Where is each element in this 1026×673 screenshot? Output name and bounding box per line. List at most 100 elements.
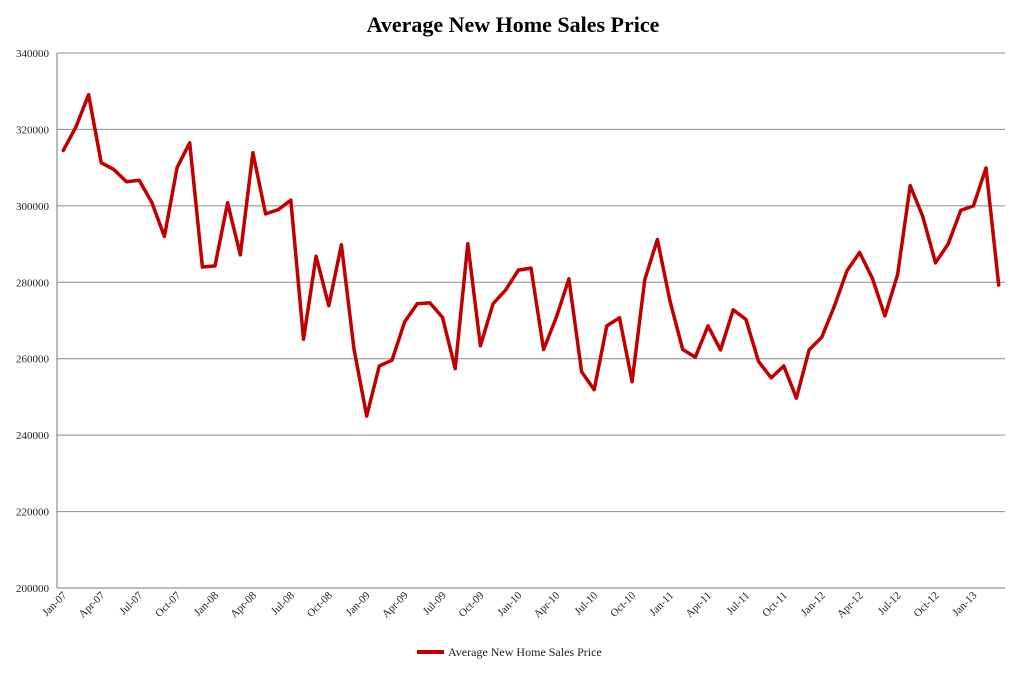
x-tick-label: Oct-08: [305, 589, 335, 619]
data-point: [807, 348, 811, 352]
data-point: [946, 242, 950, 246]
data-point: [782, 364, 786, 368]
data-point: [668, 299, 672, 303]
data-point: [226, 201, 230, 205]
data-point: [264, 212, 268, 216]
x-tick-label: Jan-08: [192, 589, 222, 619]
legend-label: Average New Home Sales Price: [448, 645, 602, 659]
y-tick-label: 260000: [16, 354, 50, 366]
data-point: [858, 250, 862, 255]
x-tick-label: Apr-09: [380, 589, 411, 620]
data-point: [896, 273, 900, 277]
data-point: [428, 301, 432, 305]
data-point: [820, 335, 824, 339]
data-point: [112, 168, 116, 172]
data-point: [504, 288, 508, 292]
x-tick-label: Oct-09: [456, 589, 486, 619]
data-point: [352, 347, 356, 351]
data-point: [403, 320, 407, 324]
x-tick-label: Oct-10: [608, 589, 638, 619]
y-tick-label: 220000: [16, 507, 50, 519]
data-point: [61, 148, 65, 152]
data-point: [933, 261, 938, 265]
data-point: [251, 151, 255, 155]
data-point: [365, 414, 369, 418]
data-point: [883, 314, 887, 318]
data-point: [756, 359, 761, 363]
data-point: [238, 253, 242, 257]
data-point: [605, 324, 609, 328]
data-point: [390, 358, 394, 362]
data-point: [997, 283, 1001, 287]
y-axis-ticks: 200000 220000 240000 260000 280000 300000 3200…: [16, 48, 50, 595]
data-point: [466, 242, 470, 246]
series-line: [61, 92, 1001, 418]
data-point: [832, 304, 837, 308]
x-tick-label: Jul-09: [421, 589, 449, 617]
data-point: [845, 269, 849, 273]
data-point: [74, 125, 78, 129]
data-point: [719, 348, 723, 352]
data-point: [529, 266, 533, 270]
x-tick-label: Jul-08: [269, 589, 297, 617]
x-tick-label: Jul-12: [876, 590, 904, 618]
data-point: [731, 308, 735, 312]
data-point: [415, 302, 419, 306]
data-point: [617, 316, 622, 320]
data-point: [984, 166, 988, 170]
data-point: [200, 265, 204, 269]
data-point: [643, 278, 647, 282]
data-point: [339, 243, 343, 247]
data-point: [706, 324, 710, 328]
data-point: [289, 198, 293, 202]
y-tick-label: 300000: [16, 201, 50, 213]
data-point: [175, 166, 179, 170]
data-point: [516, 268, 521, 272]
data-point: [327, 304, 331, 308]
data-point: [478, 344, 482, 348]
data-point: [959, 208, 963, 212]
x-tick-label: Oct-11: [760, 590, 790, 620]
data-point: [301, 337, 306, 341]
data-point: [567, 277, 571, 281]
x-tick-label: Apr-10: [532, 589, 563, 620]
y-tick-label: 340000: [16, 48, 50, 60]
data-point: [908, 184, 912, 188]
data-point: [453, 367, 457, 371]
data-point: [655, 237, 660, 242]
x-tick-label: Apr-08: [228, 589, 259, 620]
legend: Average New Home Sales Price: [417, 645, 602, 659]
grid-lines: [56, 52, 1005, 589]
x-tick-label: Jan-12: [799, 590, 828, 619]
data-point: [744, 317, 748, 321]
data-point: [491, 302, 495, 306]
x-tick-label: Jan-09: [344, 589, 374, 619]
data-point: [971, 204, 976, 208]
x-axis-ticks: Jan-07 Apr-07 Jul-07 Oct-07 Jan-08 Apr-08 Jul-…: [40, 589, 980, 620]
data-point: [276, 208, 280, 212]
data-point: [921, 215, 925, 219]
x-tick-label: Apr-07: [77, 589, 108, 620]
data-point: [693, 355, 697, 359]
data-point: [794, 396, 799, 400]
data-point: [162, 234, 166, 238]
data-point: [150, 200, 154, 204]
data-point: [769, 376, 773, 380]
x-tick-label: Jan-10: [495, 589, 525, 619]
y-tick-label: 240000: [16, 430, 50, 442]
series-layer: [61, 92, 1001, 418]
x-tick-label: Apr-12: [835, 590, 866, 621]
x-tick-label: Oct-12: [912, 590, 942, 620]
x-tick-label: Jul-10: [572, 589, 600, 617]
x-tick-label: Jan-11: [647, 590, 676, 619]
data-point: [681, 347, 685, 352]
data-point: [630, 380, 634, 384]
data-point: [870, 276, 874, 280]
data-point: [188, 141, 192, 145]
data-point: [592, 388, 596, 392]
x-tick-label: Jul-11: [724, 590, 752, 618]
data-point: [99, 161, 103, 165]
y-tick-label: 200000: [16, 583, 50, 595]
data-point: [213, 264, 217, 268]
